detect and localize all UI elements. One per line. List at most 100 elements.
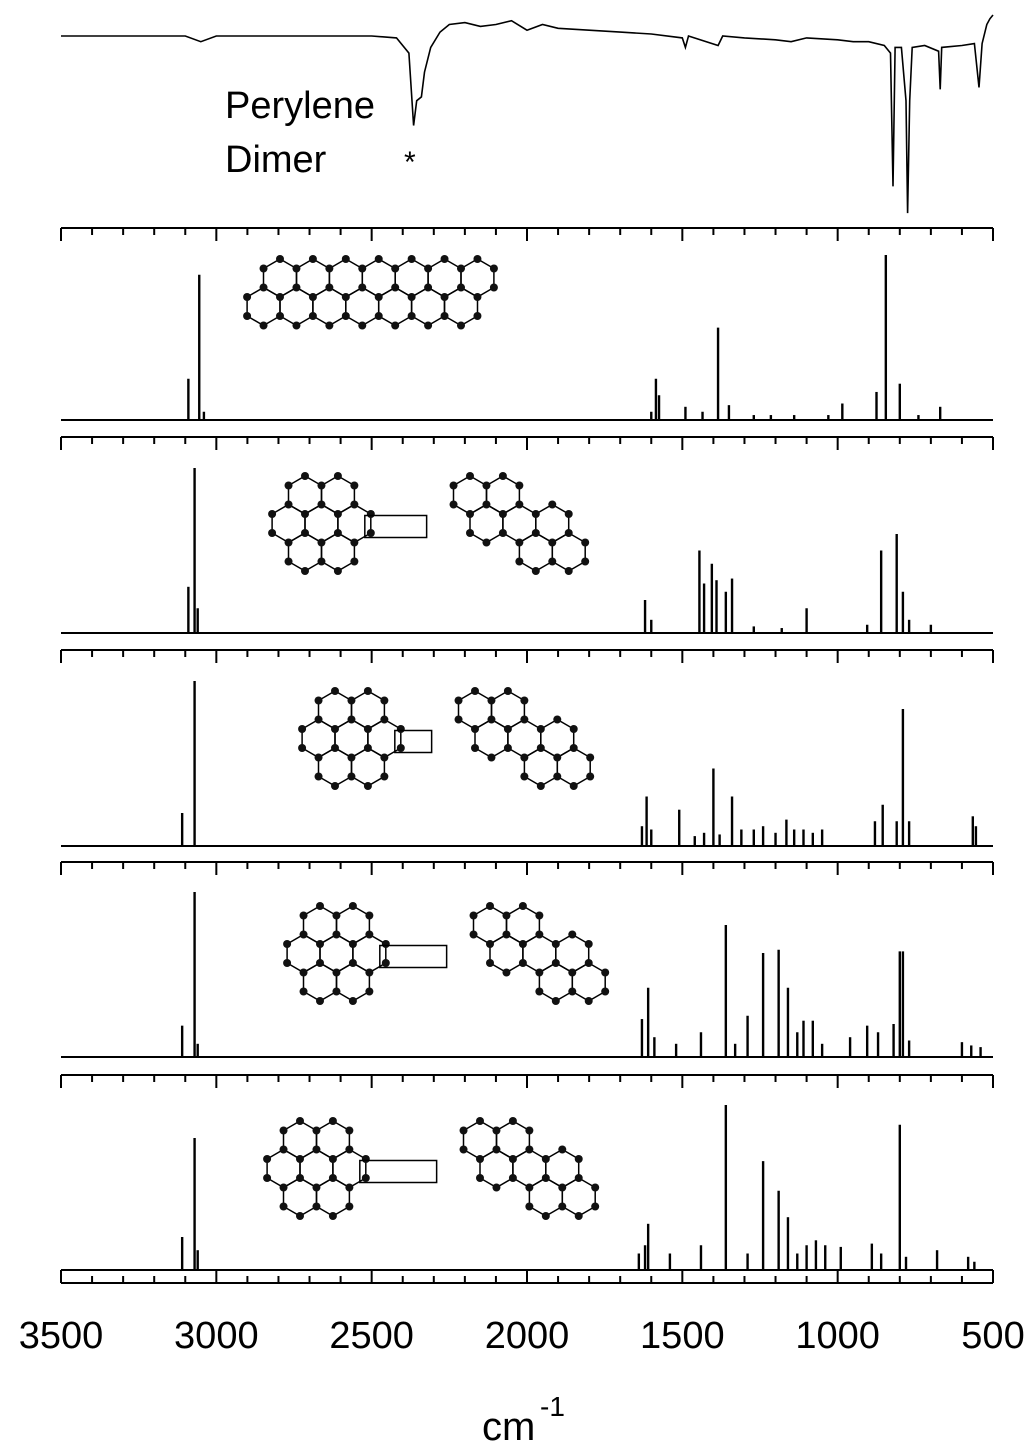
atom [492,1146,500,1154]
atom [408,312,416,320]
ring [297,259,330,297]
ring [379,288,412,326]
ring [557,748,590,786]
atom [575,1212,583,1220]
atom [312,1184,320,1192]
atom [300,931,308,939]
atom [292,322,300,330]
atom [487,697,495,705]
ring [264,259,297,297]
atom [502,931,510,939]
ring [539,963,572,1001]
ring [523,935,556,973]
molecule-structure [283,902,390,1005]
atom [375,293,383,301]
atom [548,501,556,509]
ring [329,259,362,297]
x-axis-label-superscript: -1 [540,1391,565,1422]
atom [532,510,540,518]
atom [591,1203,599,1211]
atom [535,988,543,996]
atom [471,744,479,752]
atom [298,725,306,733]
atom [509,1117,517,1125]
atom [519,940,527,948]
atom [542,1174,550,1182]
atom [397,744,405,752]
atom [466,472,474,480]
atom [473,255,481,263]
atom [473,293,481,301]
atom [334,510,342,518]
spectrum-line [61,15,993,213]
atom [471,725,479,733]
atom [315,716,323,724]
molecule-structure [460,1117,600,1220]
atom [331,744,339,752]
atom [537,782,545,790]
atom [591,1184,599,1192]
atom [315,754,323,762]
atom [316,940,324,948]
atom [470,912,478,920]
atom [535,931,543,939]
atom [455,716,463,724]
atom [316,997,324,1005]
atom [350,558,358,566]
ring [556,935,589,973]
ring [320,935,353,973]
atom [537,725,545,733]
atom [486,902,494,910]
atom [316,902,324,910]
x-tick-label: 3000 [174,1315,259,1357]
atom [312,1146,320,1154]
atom [329,1155,337,1163]
atom [280,1184,288,1192]
molecule-structure [268,472,375,575]
molecule-structure [298,687,405,790]
atom [525,1127,533,1135]
atom [586,754,594,762]
atom [276,293,284,301]
atom [568,988,576,996]
atom [519,902,527,910]
atom [364,744,372,752]
atom [280,1146,288,1154]
x-tick-label: 3500 [19,1315,104,1357]
atom [473,312,481,320]
atom [397,725,405,733]
ring [335,720,368,758]
atom [364,782,372,790]
atom [296,1174,304,1182]
atom [558,1203,566,1211]
molecule-structure [470,902,610,1005]
atom [367,529,375,537]
atom [565,510,573,518]
ring [454,476,487,514]
atom [552,940,560,948]
ring [464,1121,497,1159]
atom [519,959,527,967]
atom [565,567,573,575]
atom [285,558,293,566]
ring [480,1150,513,1188]
atom [575,1155,583,1163]
atom [568,931,576,939]
atom [332,969,340,977]
atom [542,1155,550,1163]
atom [300,988,308,996]
atom [380,697,388,705]
atom [548,558,556,566]
x-axis-label: cm [482,1405,535,1446]
atom [499,529,507,537]
atom [515,501,523,509]
atom [316,959,324,967]
atom [280,1203,288,1211]
ring [529,1178,562,1216]
atom [476,1117,484,1125]
atom [375,255,383,263]
atom [482,482,490,490]
atom [391,322,399,330]
atom [301,510,309,518]
atom [391,265,399,273]
